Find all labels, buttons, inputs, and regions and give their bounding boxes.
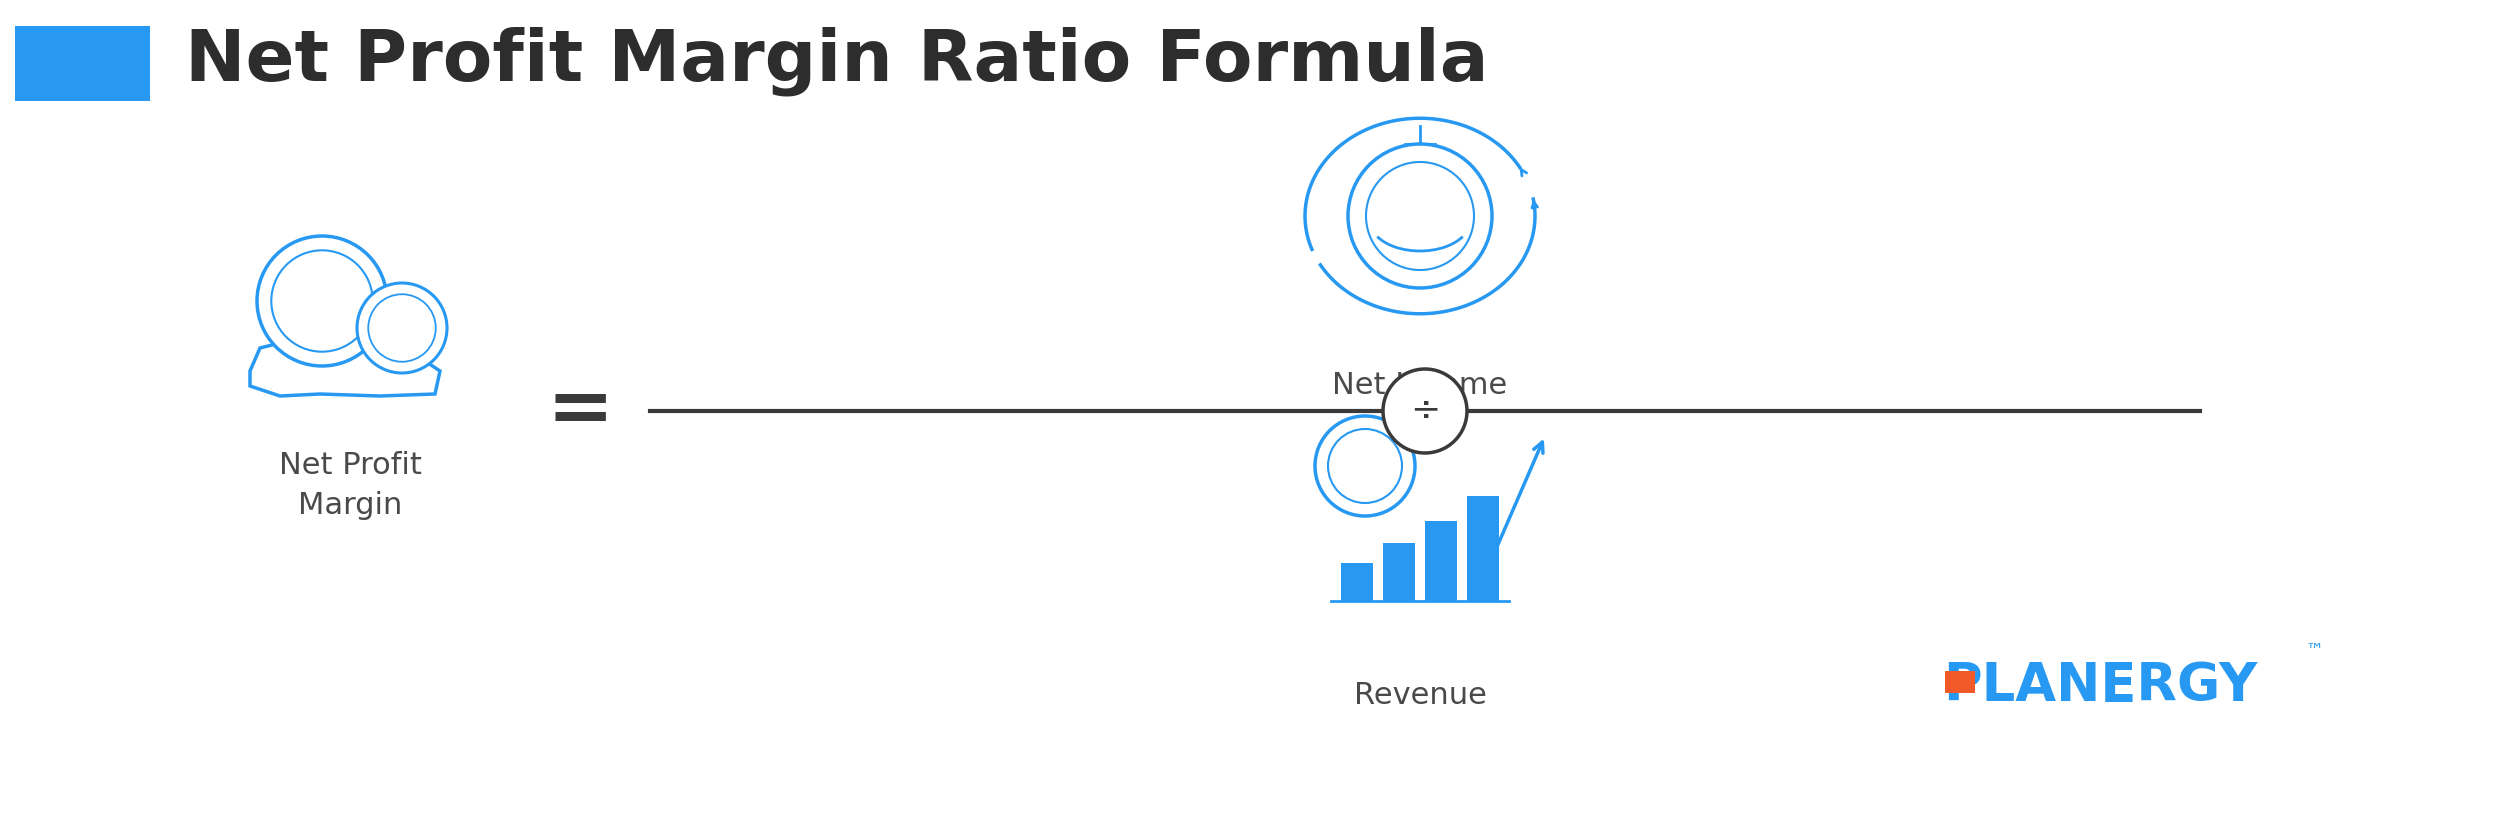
Text: Net Profit
Margin: Net Profit Margin [278,451,423,521]
Circle shape [368,295,435,361]
Text: $: $ [313,286,333,316]
Circle shape [1383,369,1468,453]
Text: PLANERGY: PLANERGY [1943,660,2256,712]
Text: $: $ [1408,199,1431,233]
FancyBboxPatch shape [1426,521,1458,601]
FancyBboxPatch shape [1383,543,1416,601]
Circle shape [1328,429,1403,503]
Circle shape [1348,144,1493,288]
Circle shape [358,283,448,373]
Text: Revenue: Revenue [1353,681,1486,710]
Text: ÷: ÷ [1411,394,1441,428]
FancyBboxPatch shape [15,26,150,101]
Text: Net Profit Margin Ratio Formula: Net Profit Margin Ratio Formula [185,26,1488,95]
Circle shape [1366,162,1473,270]
Text: $: $ [395,318,410,338]
FancyBboxPatch shape [1946,671,1976,693]
Circle shape [258,236,388,366]
Text: Net Income: Net Income [1333,371,1508,400]
Text: =: = [545,372,613,450]
FancyBboxPatch shape [1341,563,1373,601]
FancyBboxPatch shape [1468,496,1498,601]
Circle shape [270,251,373,352]
Text: ™: ™ [2306,642,2323,660]
Circle shape [1316,416,1416,516]
Text: $: $ [1356,454,1373,478]
